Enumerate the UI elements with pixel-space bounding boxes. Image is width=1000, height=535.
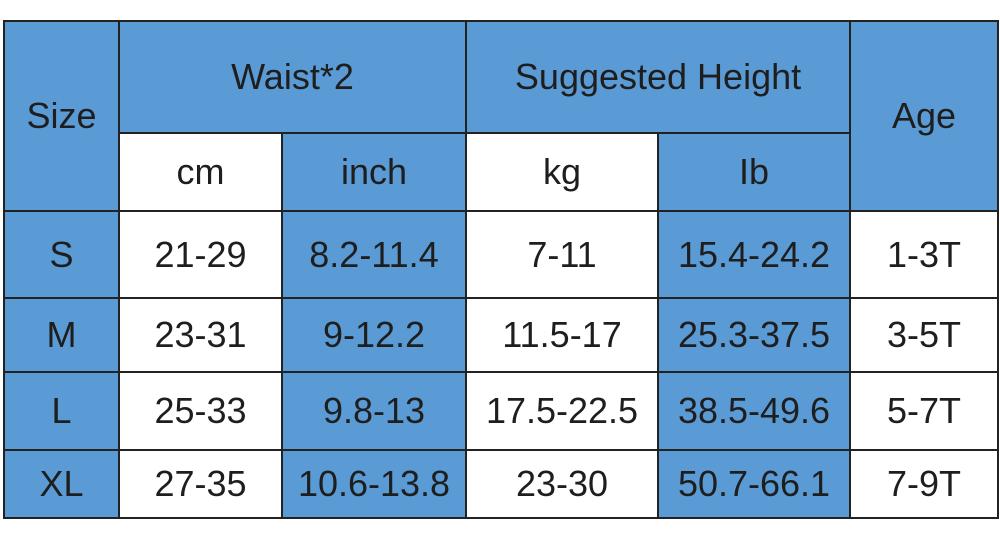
unit-cell: cm (118, 132, 283, 212)
size-cell: M (3, 297, 120, 373)
value-cell: 21-29 (118, 210, 283, 299)
size-row: S 21-29 8.2-11.4 7-11 15.4-24.2 1-3T (3, 210, 1000, 299)
value-cell: 23-31 (118, 297, 283, 373)
value-cell: 9.8-13 (280, 371, 468, 451)
value-cell: 10.6-13.8 (280, 449, 468, 519)
value-cell: 9-12.2 (280, 297, 468, 373)
header-cell: Suggested Height (465, 20, 852, 134)
value-cell: 25.3-37.5 (657, 297, 852, 373)
value-cell: 7-11 (465, 210, 660, 299)
value-cell: 27-35 (118, 449, 283, 519)
value-cell: 15.4-24.2 (657, 210, 852, 299)
value-cell: 50.7-66.1 (657, 449, 852, 519)
table-body: Size Waist*2 Suggested Height Age cm inc… (3, 20, 1000, 519)
value-cell: 17.5-22.5 (465, 371, 660, 451)
unit-cell: inch (280, 132, 468, 212)
value-cell: 23-30 (465, 449, 660, 519)
header-row: Size Waist*2 Suggested Height Age (3, 20, 1000, 212)
size-cell: S (3, 210, 120, 299)
value-cell: 1-3T (849, 210, 1000, 299)
size-cell: XL (3, 449, 120, 519)
header-cell: Size (3, 20, 120, 212)
value-cell: 5-7T (849, 371, 1000, 451)
value-cell: 11.5-17 (465, 297, 660, 373)
unit-cell: kg (465, 132, 660, 212)
unit-row: cm inch kg Ib (4, 132, 998, 212)
value-cell: 38.5-49.6 (657, 371, 852, 451)
size-cell: L (3, 371, 120, 451)
size-row: L 25-33 9.8-13 17.5-22.5 38.5-49.6 5-7T (3, 371, 1000, 451)
value-cell: 3-5T (849, 297, 1000, 373)
header-cell: Age (849, 20, 1000, 212)
size-row: M 23-31 9-12.2 11.5-17 25.3-37.5 3-5T (3, 297, 1000, 373)
size-row: XL 27-35 10.6-13.8 23-30 50.7-66.1 7-9T (3, 449, 1000, 519)
value-cell: 7-9T (849, 449, 1000, 519)
value-cell: 25-33 (118, 371, 283, 451)
size-table: Size Waist*2 Suggested Height Age cm inc… (3, 20, 1000, 519)
value-cell: 8.2-11.4 (280, 210, 468, 299)
unit-cell: Ib (657, 132, 852, 212)
header-cell: Waist*2 (117, 20, 468, 134)
